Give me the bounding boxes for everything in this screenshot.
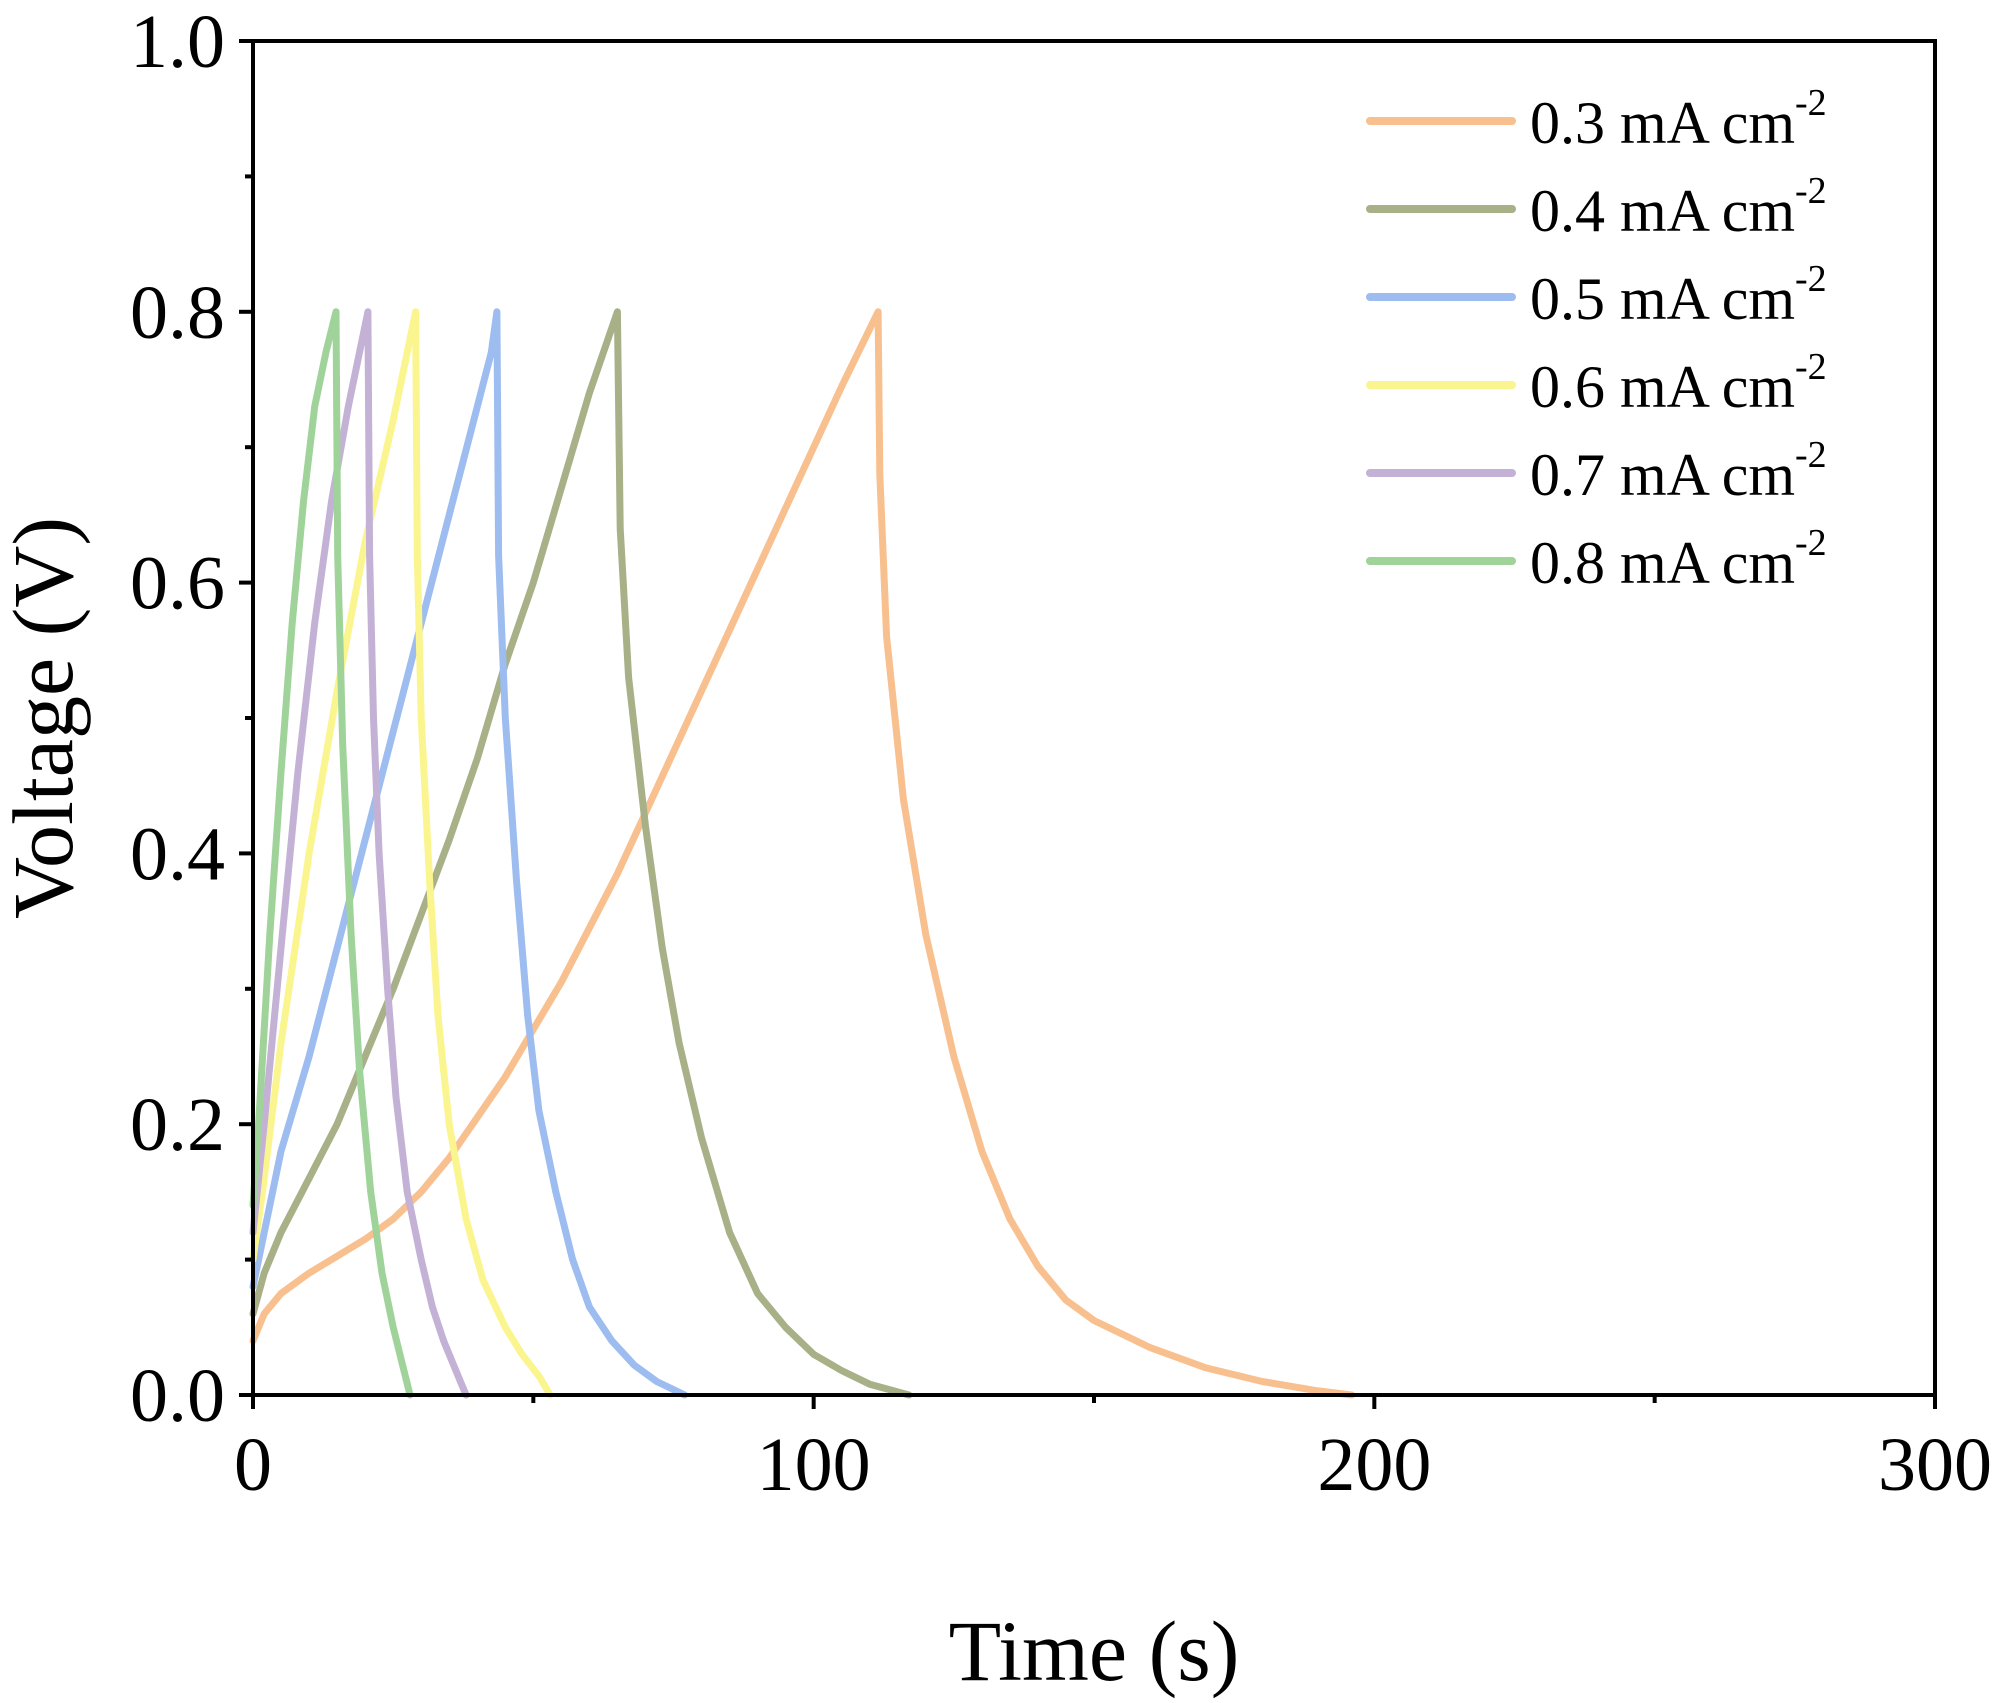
legend-label-2: 0.5 mA cm-2 — [1530, 258, 1827, 332]
y-tick-label: 1.0 — [130, 0, 225, 84]
y-tick-label: 0.0 — [130, 1354, 225, 1438]
legend-label-main: 0.6 mA cm — [1530, 354, 1795, 420]
series-line-4 — [249, 308, 470, 1399]
legend-label-superscript: -2 — [1795, 258, 1827, 300]
series-line-0 — [249, 308, 1356, 1399]
y-axis-title: Voltage (V) — [0, 517, 91, 919]
legend-label-superscript: -2 — [1795, 434, 1827, 476]
series-layer — [249, 308, 1356, 1399]
x-tick-label: 200 — [1317, 1423, 1431, 1507]
legend-label-superscript: -2 — [1795, 522, 1827, 564]
x-tick-label: 300 — [1878, 1423, 1992, 1507]
legend-label-3: 0.6 mA cm-2 — [1530, 346, 1827, 420]
y-tick-label: 0.6 — [130, 542, 225, 626]
x-axis-title: Time (s) — [949, 1603, 1240, 1699]
ticks-layer — [239, 39, 1937, 1409]
legend-label-0: 0.3 mA cm-2 — [1530, 82, 1827, 156]
legend-label-main: 0.7 mA cm — [1530, 442, 1795, 508]
series-line-3 — [249, 308, 554, 1399]
legend-label-main: 0.5 mA cm — [1530, 266, 1795, 332]
series-line-1 — [249, 308, 913, 1399]
x-tick-label: 100 — [757, 1423, 871, 1507]
y-tick-label: 0.8 — [130, 271, 225, 355]
series-line-2 — [249, 308, 689, 1399]
legend-label-main: 0.8 mA cm — [1530, 530, 1795, 596]
y-tick-label: 0.2 — [130, 1083, 225, 1167]
x-tick-label: 0 — [234, 1423, 272, 1507]
legend-label-main: 0.4 mA cm — [1530, 178, 1795, 244]
legend: 0.3 mA cm-20.4 mA cm-20.5 mA cm-20.6 mA … — [1366, 82, 1827, 596]
legend-label-1: 0.4 mA cm-2 — [1530, 170, 1827, 244]
y-tick-label: 0.4 — [130, 812, 225, 896]
tick-labels: 0 100 200 300 0.0 0.2 0.4 0.6 0.8 1.0 — [130, 0, 1992, 1507]
legend-label-superscript: -2 — [1795, 170, 1827, 212]
legend-label-superscript: -2 — [1795, 82, 1827, 124]
legend-label-5: 0.8 mA cm-2 — [1530, 522, 1827, 596]
series-line-5 — [249, 308, 414, 1399]
legend-label-4: 0.7 mA cm-2 — [1530, 434, 1827, 508]
legend-label-superscript: -2 — [1795, 346, 1827, 388]
legend-label-main: 0.3 mA cm — [1530, 90, 1795, 156]
